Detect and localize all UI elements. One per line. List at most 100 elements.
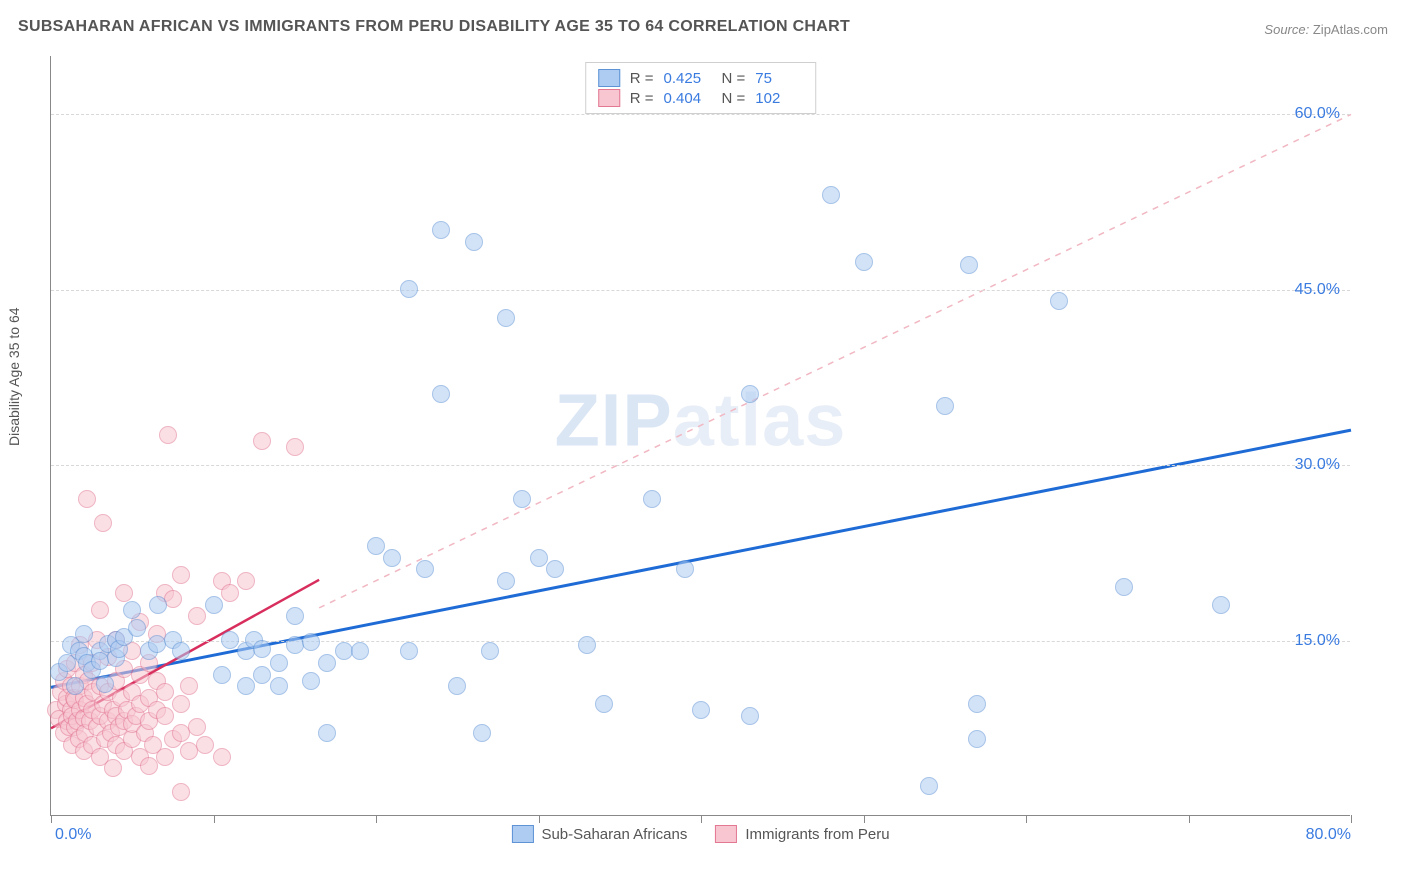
scatter-point [172,695,190,713]
scatter-point [473,724,491,742]
x-tick [214,815,215,823]
y-tick-label: 30.0% [1295,456,1340,474]
scatter-point [822,186,840,204]
watermark: ZIPatlas [555,378,847,463]
source-value: ZipAtlas.com [1313,22,1388,37]
legend-r-label: R = [630,90,654,107]
scatter-point [1050,292,1068,310]
scatter-point [253,640,271,658]
scatter-point [159,426,177,444]
legend-r-value: 0.404 [664,90,712,107]
legend-series: Sub-Saharan Africans Immigrants from Per… [511,825,889,843]
legend-n-value: 75 [755,70,803,87]
scatter-point [237,677,255,695]
scatter-point [156,748,174,766]
scatter-point [546,560,564,578]
legend-n-label: N = [722,90,746,107]
scatter-point [530,549,548,567]
scatter-point [156,683,174,701]
scatter-point [172,566,190,584]
scatter-point [78,490,96,508]
plot-area: ZIPatlas R = 0.425 N = 75 R = 0.404 N = … [50,56,1350,816]
scatter-point [253,666,271,684]
scatter-point [221,584,239,602]
legend-n-label: N = [722,70,746,87]
chart-title: SUBSAHARAN AFRICAN VS IMMIGRANTS FROM PE… [18,18,850,36]
x-max-label: 80.0% [1306,826,1351,844]
scatter-point [94,514,112,532]
scatter-point [968,730,986,748]
scatter-point [302,672,320,690]
scatter-point [91,652,109,670]
x-tick [701,815,702,823]
scatter-point [968,695,986,713]
x-origin-label: 0.0% [55,826,91,844]
scatter-point [91,601,109,619]
scatter-point [513,490,531,508]
scatter-point [578,636,596,654]
scatter-point [172,642,190,660]
scatter-point [448,677,466,695]
watermark-bold: ZIP [555,379,673,462]
scatter-point [221,631,239,649]
scatter-point [960,256,978,274]
scatter-point [481,642,499,660]
scatter-point [253,432,271,450]
watermark-rest: atlas [673,379,847,462]
scatter-point [465,233,483,251]
scatter-point [432,385,450,403]
scatter-point [104,759,122,777]
scatter-point [643,490,661,508]
scatter-point [128,619,146,637]
source-label: Source: [1264,22,1309,37]
scatter-point [188,718,206,736]
scatter-point [75,625,93,643]
scatter-point [595,695,613,713]
legend-row: R = 0.404 N = 102 [598,88,804,108]
scatter-point [286,438,304,456]
legend-item: Sub-Saharan Africans [511,825,687,843]
scatter-point [172,783,190,801]
scatter-point [741,385,759,403]
scatter-point [400,280,418,298]
legend-swatch [598,89,620,107]
y-tick-label: 60.0% [1295,105,1340,123]
x-tick [51,815,52,823]
gridline-horizontal [51,290,1350,291]
scatter-point [205,596,223,614]
scatter-point [920,777,938,795]
legend-swatch [715,825,737,843]
scatter-point [318,724,336,742]
scatter-point [497,309,515,327]
x-tick [864,815,865,823]
scatter-point [400,642,418,660]
scatter-point [156,707,174,725]
scatter-point [149,596,167,614]
legend-correlation-box: R = 0.425 N = 75 R = 0.404 N = 102 [585,62,817,114]
legend-r-value: 0.425 [664,70,712,87]
scatter-point [96,675,114,693]
legend-row: R = 0.425 N = 75 [598,68,804,88]
scatter-point [66,677,84,695]
gridline-horizontal [51,114,1350,115]
scatter-point [123,601,141,619]
scatter-point [270,654,288,672]
scatter-point [741,707,759,725]
gridline-horizontal [51,465,1350,466]
x-tick [376,815,377,823]
x-tick [539,815,540,823]
scatter-point [237,572,255,590]
source-citation: Source: ZipAtlas.com [1264,22,1388,37]
scatter-point [1212,596,1230,614]
scatter-point [140,757,158,775]
scatter-point [270,677,288,695]
chart-container: SUBSAHARAN AFRICAN VS IMMIGRANTS FROM PE… [0,0,1406,892]
x-tick [1351,815,1352,823]
scatter-point [692,701,710,719]
y-tick-label: 45.0% [1295,281,1340,299]
scatter-point [286,636,304,654]
scatter-point [936,397,954,415]
scatter-point [367,537,385,555]
x-tick [1026,815,1027,823]
scatter-point [432,221,450,239]
